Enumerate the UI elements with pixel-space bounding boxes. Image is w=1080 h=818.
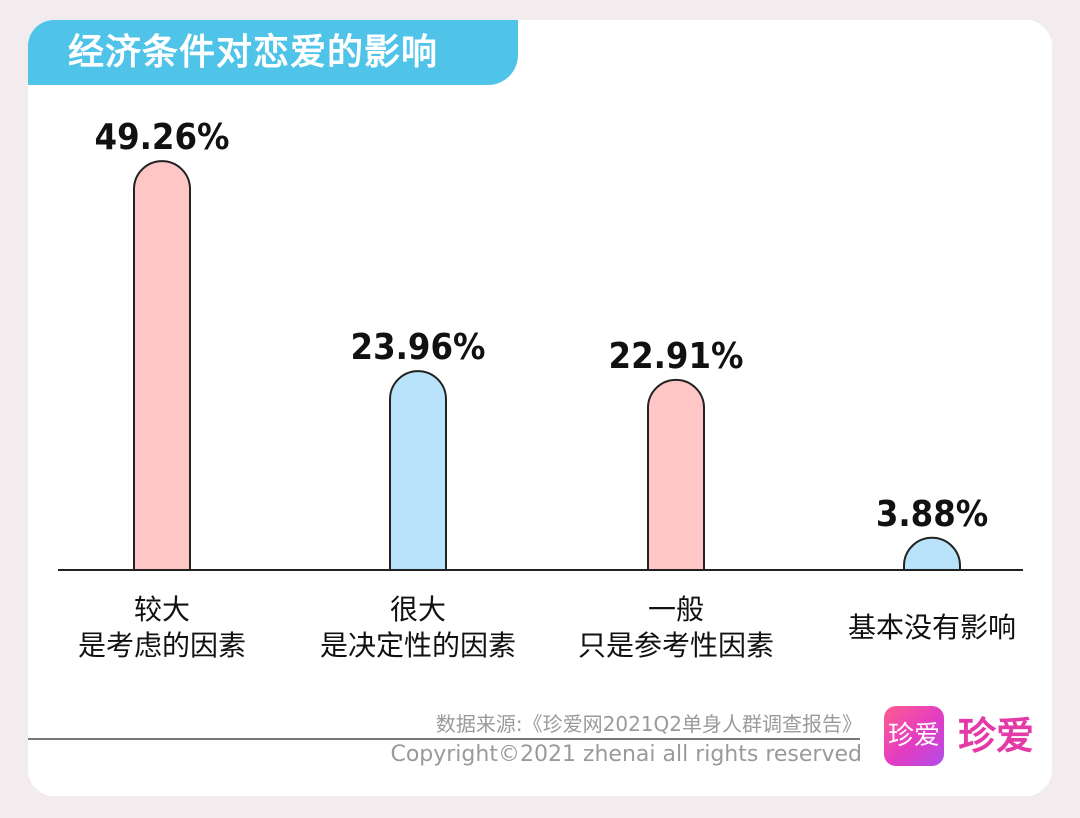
bar-chart: 49.26% 23.96% 22.91% 3.88% — [58, 117, 1023, 571]
bar-2 — [647, 378, 705, 571]
bar-0 — [133, 160, 191, 571]
chart-title: 经济条件对恋爱的影响 — [28, 20, 518, 85]
value-label-1: 23.96% — [351, 327, 486, 368]
category-label-2: 一般 只是参考性因素 — [577, 593, 774, 662]
bar-3 — [903, 536, 961, 571]
category-label-0: 较大 是考虑的因素 — [77, 593, 246, 662]
bar-1 — [389, 370, 447, 571]
value-label-3: 3.88% — [876, 494, 988, 535]
footer-divider — [28, 738, 860, 740]
value-label-2: 22.91% — [609, 336, 744, 377]
brand-logo-icon: 珍爱 — [884, 706, 944, 766]
copyright-text: Copyright©2021 zhenai all rights reserve… — [390, 742, 862, 767]
data-source: 数据来源:《珍爱网2021Q2单身人群调查报告》 — [435, 712, 862, 736]
category-label-1: 很大 是决定性的因素 — [319, 593, 516, 662]
category-label-3: 基本没有影响 — [847, 611, 1016, 644]
chart-card: 经济条件对恋爱的影响 49.26% 23.96% 22.91% 3.88% 较大 是考… — [28, 20, 1052, 796]
brand-logo-text: 珍爱 — [958, 714, 1035, 758]
value-label-0: 49.26% — [95, 117, 230, 158]
